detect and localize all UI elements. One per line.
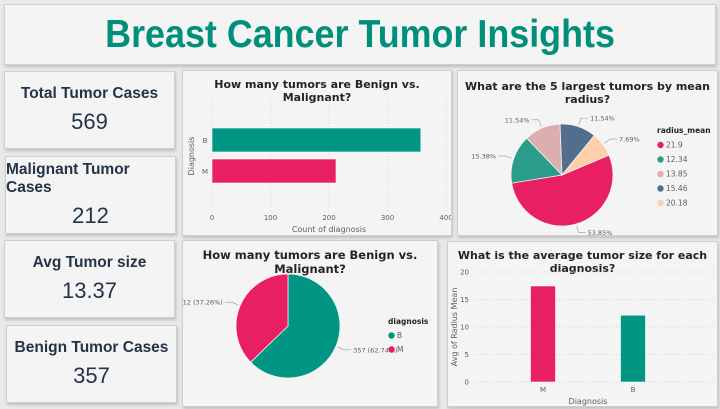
leader-line [498,155,512,159]
pie-slice-12.34 [510,137,563,184]
data-label: 212 (37.26%) [183,299,223,307]
legend-entry: 13.85 [666,170,688,179]
legend-title: diagnosis [388,317,429,326]
kpi-value: 569 [71,109,108,134]
data-label: 357 (62.74%) [353,346,397,354]
x-axis-label: Diagnosis [569,397,608,406]
kpi-label: Malignant Tumor Cases [6,161,130,196]
legend-entry: B [397,331,402,340]
pie-chart-radius-mean: 53.85% 15.38% 11.54% 11.54% 7.69% radius_mean… [471,115,711,235]
y-tick-label: 10 [460,324,469,332]
legend-marker-B [388,332,395,339]
leader-line [224,301,239,306]
legend-marker-M [388,346,395,353]
y-tick-label: 5 [465,351,469,359]
data-label: 15.38% [471,152,496,160]
kpi-value: 13.37 [61,278,118,303]
bar-chart-diagnosis-count: 0 100 200 300 400 B M Count of diagnosis Diagnos… [187,99,451,234]
x-tick-label: 400 [439,214,451,222]
kpi-card-malignant[interactable]: Malignant Tumor Cases 212 [5,156,176,234]
leader-line [531,119,542,127]
x-tick-label: 200 [322,214,335,222]
kpi-label: Benign Tumor Cases [14,339,169,356]
x-axis-label: Count of diagnosis [292,225,366,234]
leader-line [578,117,589,125]
y-tick-label: 20 [460,269,469,277]
legend-entry: M [397,345,403,354]
chart-card-benign-malignant-bar[interactable]: How many tumors are Benign vs. Malignant… [182,70,452,236]
kpi-value: 212 [72,203,109,228]
legend-marker-21.9 [657,141,664,149]
kpi-label: Total Tumor Cases [20,85,159,102]
legend-marker-12.34 [657,156,664,163]
x-tick-label: B [631,386,636,394]
chart-card-avg-size-bar[interactable]: What is the average tumor size for each … [447,241,718,407]
legend-marker-20.18 [657,199,664,207]
y-tick-label: 0 [465,379,469,387]
pie-chart-diagnosis: 357 (62.74%) 212 (37.26%) diagnosis BM [183,273,429,379]
legend-entry: 12.34 [666,155,688,164]
legend-title: radius_mean [657,126,711,135]
legend-marker-13.85 [657,170,664,178]
data-label: 7.69% [619,136,640,144]
legend-entry: 15.46 [666,184,688,193]
legend-entry: 20.18 [666,199,688,208]
pie-slice-B [250,273,341,379]
bar-M [211,158,337,184]
kpi-card-benign[interactable]: Benign Tumor Cases 357 [6,325,177,403]
x-tick-label: 300 [381,214,394,222]
dashboard-header: Breast Cancer Tumor Insights [4,4,716,65]
y-tick-label: B [203,137,208,145]
chart-title: What are the 5 largest tumors by mean ra… [464,80,711,106]
chart-title: How many tumors are Benign vs. Malignant… [202,248,418,276]
leader-line [604,138,618,144]
data-label: 53.85% [588,229,613,235]
chart-card-diagnosis-pie[interactable]: How many tumors are Benign vs. Malignant… [182,240,438,407]
chart-title: How many tumors are Benign vs. Malignant… [214,78,420,104]
pie-slice-20.18 [561,134,610,176]
y-axis-label: Diagnosis [187,137,196,176]
data-label: 11.54% [590,115,615,123]
y-axis-label: Avg of Radius Mean [450,288,459,367]
dashboard-title: Breast Cancer Tumor Insights [105,12,615,56]
y-tick-label: 15 [460,296,469,304]
bar-chart-avg-radius: 0 5 10 15 20 M B Diagnosis Avg of Radius Mean [450,269,714,406]
bar-B [211,127,422,153]
x-tick-label: 100 [264,214,277,222]
legend-entry: 21.9 [666,141,683,150]
legend-marker-15.46 [657,185,664,192]
kpi-value: 357 [73,363,110,388]
bar-B [620,314,646,383]
kpi-card-avg-size[interactable]: Avg Tumor size 13.37 [4,240,175,318]
y-tick-label: M [202,168,208,176]
kpi-card-total[interactable]: Total Tumor Cases 569 [4,71,175,149]
leader-line [576,225,586,233]
pie-slice-M [235,273,289,363]
kpi-label: Avg Tumor size [32,254,147,271]
data-label: 11.54% [505,116,530,124]
bar-M [530,285,556,383]
leader-line [337,346,352,351]
chart-card-largest-tumors-pie[interactable]: What are the 5 largest tumors by mean ra… [457,70,718,236]
x-tick-label: 0 [210,214,214,222]
x-tick-label: M [540,386,546,394]
pie-slice-21.9 [511,154,614,227]
